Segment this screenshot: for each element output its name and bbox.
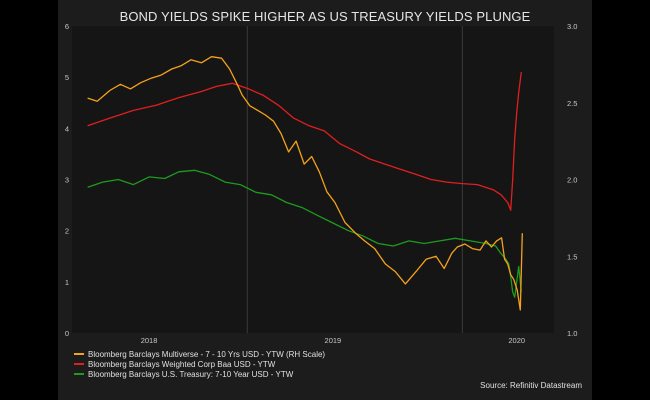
left-tick-label: 0 [65, 329, 69, 338]
source-note: Source: Refinitiv Datastream [480, 381, 582, 390]
x-axis-ticks: 2018 2019 2020 [141, 336, 525, 345]
series-line-1 [87, 72, 522, 211]
right-tick-label: 2.5 [567, 99, 577, 108]
vertical-gridlines [246, 26, 463, 333]
left-tick-label: 5 [65, 73, 69, 82]
chart-title: BOND YIELDS SPIKE HIGHER AS US TREASURY … [119, 9, 531, 24]
right-tick-label: 1.0 [567, 329, 577, 338]
right-axis-ticks: 1.0 1.5 2.0 2.5 3.0 [567, 22, 577, 338]
legend-label: Bloomberg Barclays U.S. Treasury: 7-10 Y… [88, 370, 294, 379]
left-tick-label: 6 [65, 22, 69, 31]
series-line-0 [87, 56, 523, 311]
left-tick-label: 1 [65, 278, 69, 287]
legend: Bloomberg Barclays Multiverse - 7 - 10 Y… [74, 350, 325, 379]
series-line-2 [87, 169, 522, 298]
right-tick-label: 1.5 [567, 252, 577, 261]
right-tick-label: 3.0 [567, 22, 577, 31]
left-axis-ticks: 0 1 2 3 4 5 6 [65, 22, 69, 338]
left-tick-label: 3 [65, 176, 69, 185]
x-tick-label: 2018 [141, 336, 158, 345]
x-tick-label: 2020 [508, 336, 525, 345]
series-lines [87, 56, 523, 311]
legend-label: Bloomberg Barclays Weighted Corp Baa USD… [88, 360, 276, 369]
x-tick-label: 2019 [325, 336, 342, 345]
legend-label: Bloomberg Barclays Multiverse - 7 - 10 Y… [88, 350, 325, 359]
right-tick-label: 2.0 [567, 176, 577, 185]
left-tick-label: 2 [65, 227, 69, 236]
left-tick-label: 4 [65, 124, 69, 133]
